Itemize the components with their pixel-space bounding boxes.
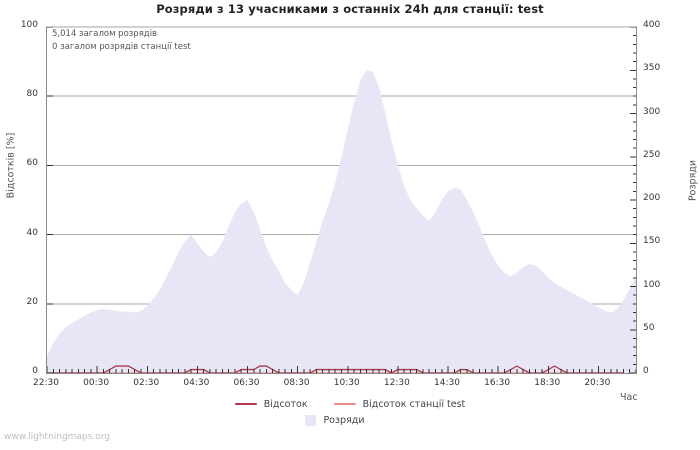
x-tick-1830: 18:30 — [534, 378, 561, 388]
plot-area — [46, 26, 637, 374]
x-tick-0830: 08:30 — [283, 378, 310, 388]
y-tick-left-60: 60 — [26, 158, 38, 169]
y-tick-right-100: 100 — [643, 279, 661, 290]
y-tick-left-100: 100 — [20, 20, 38, 30]
legend-item-strokes[interactable]: Розряди — [305, 414, 365, 426]
legend-row-area: Розряди — [0, 412, 700, 428]
y-tick-right-0: 0 — [643, 366, 649, 376]
x-tick-2230: 22:30 — [33, 378, 59, 388]
x-axis-label: Час — [620, 392, 638, 403]
y-tick-left-80: 80 — [26, 89, 38, 100]
y-tick-left-0: 0 — [32, 366, 38, 376]
x-tick-0630: 06:30 — [233, 378, 260, 388]
legend-line-percent-station-icon — [333, 403, 356, 405]
legend-label-strokes: Розряди — [323, 414, 365, 426]
legend-swatch-strokes-icon — [305, 414, 317, 426]
y-axis-right-label: Розряди — [687, 159, 699, 202]
y-tick-right-200: 200 — [643, 193, 661, 203]
legend-label-percent: Відсоток — [263, 398, 308, 410]
legend-item-percent[interactable]: Відсоток — [234, 398, 308, 410]
plot-svg — [47, 27, 636, 373]
y-tick-left-20: 20 — [26, 296, 38, 307]
x-tick-1630: 16:30 — [484, 378, 511, 388]
y-tick-right-150: 150 — [643, 236, 661, 247]
legend-row-lines: Відсоток Відсоток станції test — [0, 396, 700, 412]
x-tick-0430: 04:30 — [183, 378, 210, 388]
watermark: www.lightningmaps.org — [4, 432, 110, 442]
chart-title: Розряди з 13 учасниками з останніх 24h д… — [156, 2, 544, 16]
x-tick-2030: 20:30 — [584, 378, 611, 388]
x-tick-0030: 00:30 — [83, 378, 110, 388]
y-tick-right-250: 250 — [643, 149, 661, 160]
y-tick-right-400: 400 — [643, 20, 661, 30]
x-tick-1430: 14:30 — [434, 378, 460, 388]
legend-item-percent-station[interactable]: Відсоток станції test — [333, 398, 466, 410]
x-tick-0230: 02:30 — [133, 378, 160, 388]
y-tick-right-350: 350 — [643, 63, 661, 74]
y-tick-left-40: 40 — [26, 227, 38, 238]
annotation-total-strokes: 5,014 загалом розрядів — [52, 29, 158, 39]
x-tick-1230: 12:30 — [383, 378, 410, 388]
y-tick-right-300: 300 — [643, 106, 661, 117]
chart-legend: Відсоток Відсоток станції test Розряди — [0, 396, 700, 428]
legend-label-percent-station: Відсоток станції test — [362, 398, 466, 410]
legend-line-percent-icon — [234, 403, 257, 405]
annotation-station-strokes: 0 загалом розрядів станції test — [52, 42, 191, 52]
y-tick-right-50: 50 — [643, 322, 655, 333]
x-tick-1030: 10:30 — [333, 378, 360, 388]
